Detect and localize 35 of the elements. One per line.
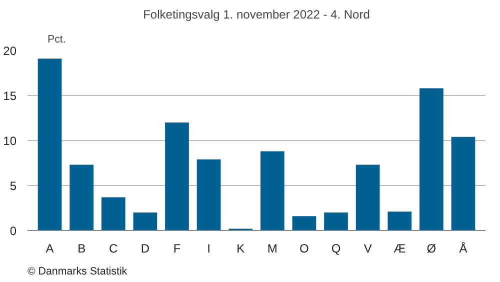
bar: [420, 88, 444, 230]
bar: [356, 164, 380, 230]
x-tick-label: Æ: [394, 242, 406, 256]
x-tick-label: A: [46, 242, 54, 256]
x-tick-label: K: [236, 242, 245, 256]
bar: [101, 197, 126, 230]
y-tick-label: 5: [10, 179, 17, 193]
bar: [70, 164, 94, 230]
x-tick-label: D: [140, 242, 150, 256]
x-tick-label: I: [207, 242, 210, 256]
x-tick-label: Å: [459, 242, 468, 256]
y-axis-title: Pct.: [48, 34, 66, 46]
bar: [324, 212, 348, 230]
x-tick-label: V: [364, 242, 372, 256]
y-tick-label: 20: [3, 44, 17, 58]
bar: [260, 151, 284, 230]
y-tick-label: 0: [10, 224, 17, 238]
y-tick-label: 10: [3, 134, 17, 148]
y-tick-label: 15: [3, 89, 17, 103]
text: © Danmarks Statistik: [28, 266, 128, 278]
bar: [196, 159, 221, 230]
x-tick-label: Q: [331, 242, 341, 256]
x-tick-label: Ø: [426, 242, 436, 256]
x-tick-label: F: [173, 242, 181, 256]
x-tick-label: O: [300, 242, 309, 256]
x-tick-label: C: [109, 242, 118, 256]
bar: [292, 216, 316, 230]
x-tick-label: M: [267, 242, 278, 256]
bar: [38, 58, 62, 230]
bar: [451, 136, 476, 230]
x-tick-label: B: [78, 242, 86, 256]
bar: [165, 122, 189, 230]
bar: [388, 212, 412, 230]
bar: [133, 212, 158, 230]
chart-title: Folketingsvalg 1. november 2022 - 4. Nord: [143, 8, 370, 22]
